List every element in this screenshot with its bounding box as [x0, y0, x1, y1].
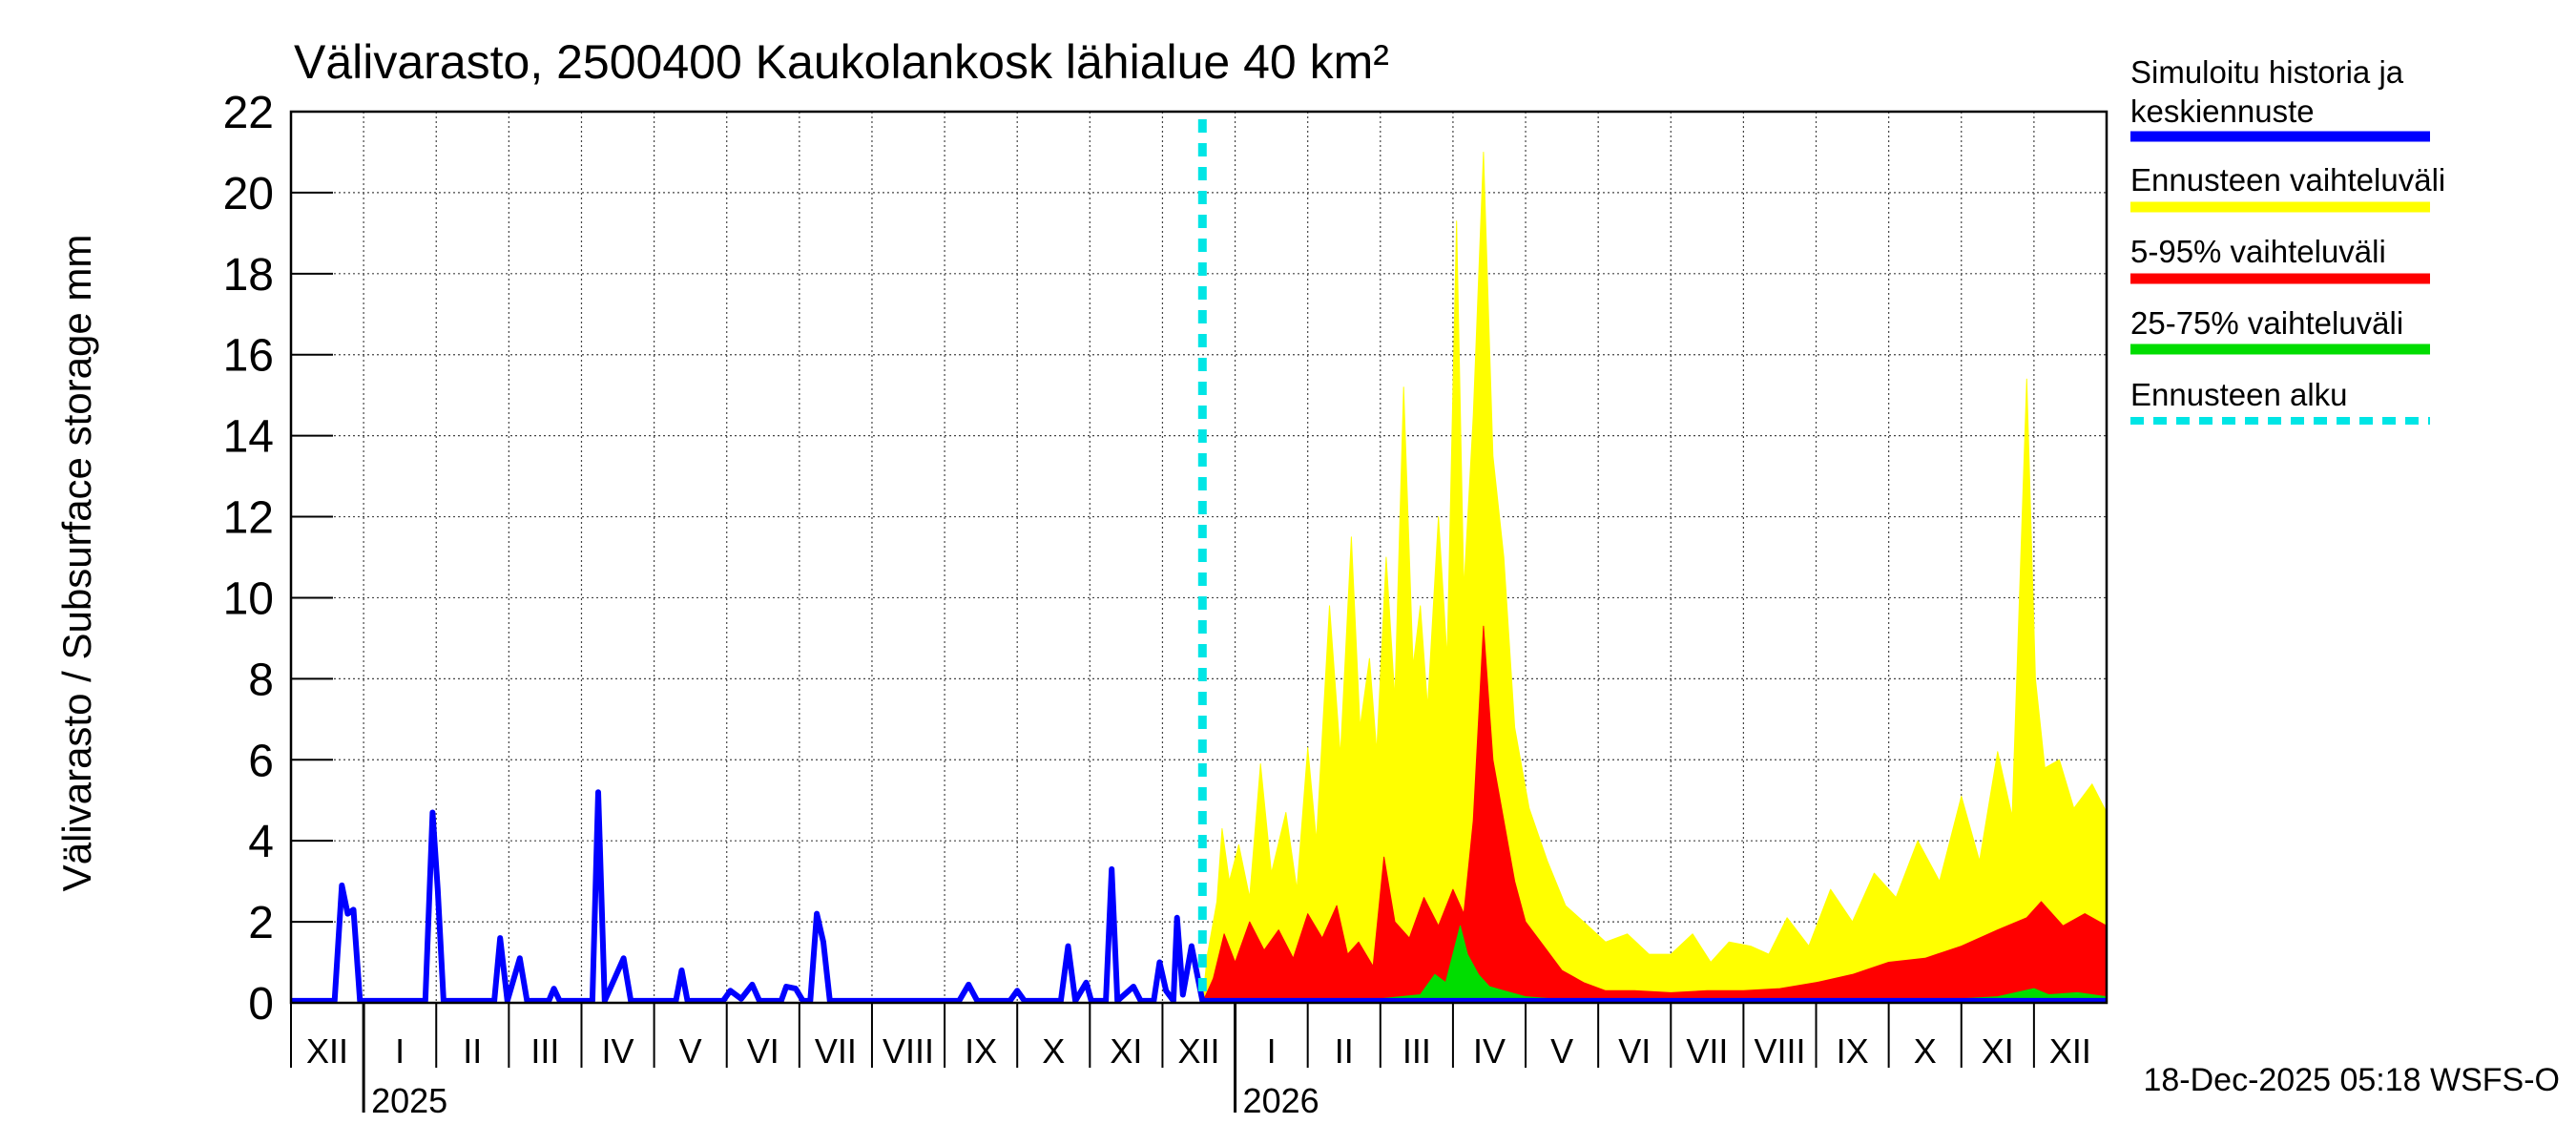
y-tick-label: 14	[223, 412, 274, 463]
x-year-label: 2025	[371, 1081, 447, 1120]
x-tick-label: VII	[815, 1031, 857, 1071]
y-tick-label: 4	[248, 817, 274, 867]
x-tick-label: XII	[2049, 1031, 2091, 1071]
x-tick-label: XI	[1110, 1031, 1142, 1071]
series-area-ennusteen-vaihteluv-li	[1201, 152, 2108, 1004]
y-tick-label: 8	[248, 655, 274, 705]
x-tick-label: III	[530, 1031, 559, 1071]
legend-label: Ennusteen vaihteluväli	[2130, 162, 2445, 198]
y-axis-ticks: 0 2 4 6 8 10 12 14 16 18 20 22	[223, 88, 333, 1030]
x-tick-label: IV	[1473, 1031, 1506, 1071]
y-tick-label: 6	[248, 736, 274, 786]
x-axis: XII I II III IV V VI VII VIII IX X XI XII I II III IV V VI…	[290, 1003, 2091, 1120]
x-year-label: 2026	[1243, 1081, 1319, 1120]
x-tick-label: X	[1914, 1031, 1937, 1071]
x-tick-label: I	[395, 1031, 405, 1071]
y-tick-label: 18	[223, 250, 274, 301]
x-tick-label: V	[679, 1031, 702, 1071]
legend-item: Ennusteen vaihteluväli	[2130, 162, 2445, 213]
x-tick-label: VII	[1686, 1031, 1728, 1071]
x-tick-label: VIII	[883, 1031, 934, 1071]
legend-item: Simuloitu historia ja keskiennuste	[2130, 54, 2430, 142]
legend-label: 5-95% vaihteluväli	[2130, 234, 2386, 269]
y-axis-label: Välivarasto / Subsurface storage mm	[54, 235, 99, 892]
x-tick-label: XI	[1982, 1031, 2014, 1071]
y-tick-label: 0	[248, 979, 274, 1030]
x-tick-label: III	[1402, 1031, 1431, 1071]
series-layer	[291, 119, 2108, 1004]
x-tick-label: IX	[965, 1031, 997, 1071]
footer-timestamp: 18-Dec-2025 05:18 WSFS-O	[2143, 1062, 2560, 1098]
y-tick-label: 16	[223, 331, 274, 382]
x-tick-label: VI	[1618, 1031, 1651, 1071]
x-tick-label: II	[463, 1031, 482, 1071]
y-tick-label: 22	[223, 88, 274, 138]
series-area-5-95-vaihteluv-li	[1201, 625, 2108, 1004]
series-line-simulated-history	[291, 789, 2107, 1004]
x-tick-label: VI	[747, 1031, 779, 1071]
legend-label: Simuloitu historia ja keskiennuste	[2130, 54, 2404, 129]
legend-label: Ennusteen alku	[2130, 377, 2348, 412]
x-tick-label: XII	[1177, 1031, 1219, 1071]
x-tick-label: II	[1335, 1031, 1354, 1071]
x-tick-label: IV	[602, 1031, 634, 1071]
legend-item: 5-95% vaihteluväli	[2130, 234, 2430, 284]
x-tick-label: IX	[1837, 1031, 1869, 1071]
legend-item: 25-75% vaihteluväli	[2130, 305, 2430, 355]
chart-title: Välivarasto, 2500400 Kaukolankosk lähial…	[294, 35, 1389, 89]
y-tick-label: 10	[223, 573, 274, 624]
y-tick-label: 12	[223, 493, 274, 544]
x-tick-label: XII	[306, 1031, 348, 1071]
legend: Simuloitu historia ja keskiennuste Ennuste…	[2130, 54, 2445, 425]
y-tick-label: 20	[223, 169, 274, 219]
legend-label: 25-75% vaihteluväli	[2130, 305, 2403, 341]
y-tick-label: 2	[248, 898, 274, 948]
x-tick-label: V	[1550, 1031, 1573, 1071]
plot-border	[289, 110, 2109, 1005]
legend-item: Ennusteen alku	[2130, 377, 2430, 425]
x-tick-label: VIII	[1754, 1031, 1805, 1071]
plot-frame	[289, 110, 2109, 1005]
x-tick-label: I	[1267, 1031, 1277, 1071]
x-tick-label: X	[1042, 1031, 1065, 1071]
